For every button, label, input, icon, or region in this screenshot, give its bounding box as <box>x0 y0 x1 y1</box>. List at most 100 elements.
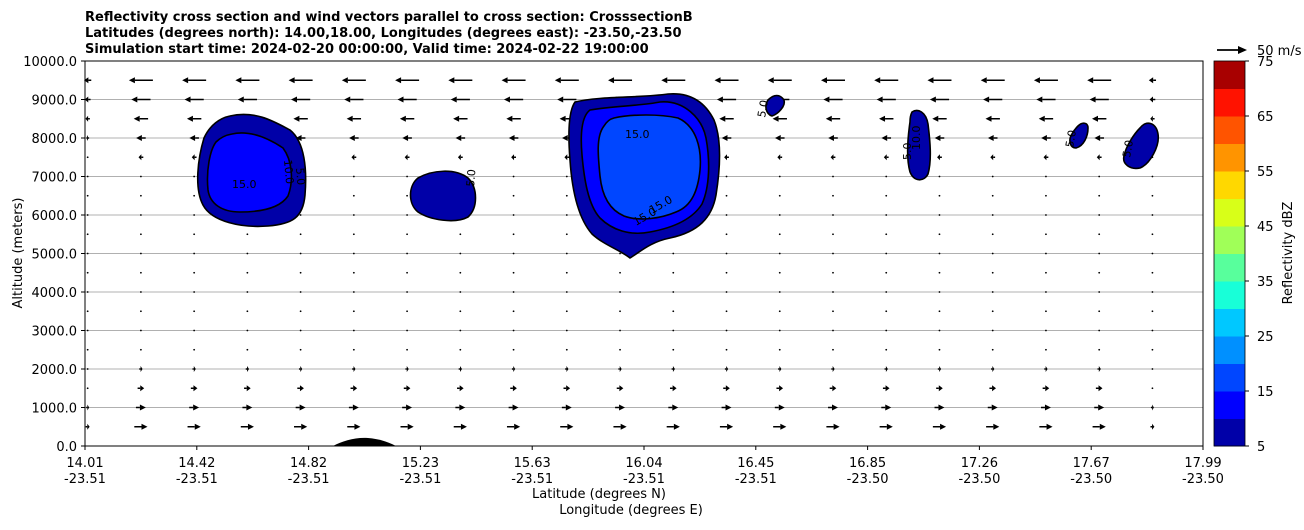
wind-vector <box>724 154 729 161</box>
wind-vector <box>193 214 196 216</box>
x-axis-label-longitude: Longitude (degrees E) <box>559 503 703 518</box>
wind-vector <box>240 423 254 430</box>
wind-vector <box>832 214 834 216</box>
wind-vector <box>1043 154 1049 161</box>
wind-vector <box>776 385 784 392</box>
x-tick-label-lon: -23.51 <box>623 472 665 487</box>
wind-vector <box>299 271 302 274</box>
wind-vector <box>453 115 468 122</box>
wind-vector <box>459 233 462 236</box>
colorbar-segment <box>1214 363 1245 392</box>
wind-vector <box>616 385 624 392</box>
wind-vector <box>450 96 470 103</box>
wind-vector <box>937 154 942 161</box>
wind-vector <box>244 385 251 392</box>
wind-vector <box>881 404 892 411</box>
x-tick-label-lat: 15.63 <box>514 456 551 471</box>
x-axis-label-latitude: Latitude (degrees N) <box>532 487 666 502</box>
wind-vector <box>820 77 845 84</box>
wind-vector <box>991 291 994 293</box>
wind-vector <box>235 77 260 84</box>
wind-vector <box>299 233 302 236</box>
wind-vector <box>619 348 621 351</box>
wind-vector <box>191 154 197 161</box>
wind-vector <box>294 423 308 430</box>
wind-vector <box>295 404 306 411</box>
wind-vector <box>565 291 568 293</box>
wind-vector <box>397 96 417 103</box>
wind-vector <box>991 194 994 197</box>
wind-vector <box>885 348 888 351</box>
wind-vector <box>1045 271 1047 274</box>
wind-vector <box>1098 252 1101 255</box>
colorbar-label: Reflectivity dBZ <box>1281 202 1296 305</box>
wind-vector <box>932 115 947 122</box>
wind-vector <box>406 233 408 236</box>
wind-vector <box>1045 310 1047 313</box>
echo-cell-3 <box>568 93 721 259</box>
wind-vector <box>140 310 142 313</box>
wind-vector <box>672 252 675 255</box>
wind-vector <box>506 423 521 430</box>
wind-vector <box>352 233 355 236</box>
wind-vector <box>608 77 633 84</box>
wind-vector <box>403 385 411 392</box>
wind-vector <box>406 194 408 197</box>
wind-vector <box>554 77 579 84</box>
wind-vector <box>459 310 462 313</box>
wind-vector <box>139 366 143 372</box>
wind-vector <box>885 252 888 255</box>
wind-vector <box>193 175 196 178</box>
wind-vector <box>193 252 196 255</box>
wind-vector <box>929 96 950 103</box>
wind-vector <box>563 385 571 392</box>
colorbar-segment <box>1214 418 1245 447</box>
wind-vector <box>1096 154 1102 161</box>
wind-vector <box>983 96 1003 103</box>
wind-vector <box>565 348 568 351</box>
x-tick-label-lat: 16.45 <box>737 456 774 471</box>
wind-vector <box>511 154 516 161</box>
wind-vector <box>932 423 947 430</box>
wind-vector <box>778 252 781 255</box>
wind-vector <box>830 154 836 161</box>
wind-vector <box>823 96 843 103</box>
contour-label-c7: 5.0 <box>1120 139 1136 158</box>
wind-vector <box>1150 115 1155 122</box>
wind-vector <box>140 271 142 274</box>
wind-vector <box>193 310 196 313</box>
wind-vector <box>938 310 941 313</box>
wind-vector <box>1151 252 1154 255</box>
wind-vector <box>1089 96 1109 103</box>
y-tick-label: 6000.0 <box>32 209 78 224</box>
wind-vector <box>938 329 941 332</box>
x-tick-label-lon: -23.50 <box>1182 472 1224 487</box>
colorbar-segment <box>1214 308 1245 337</box>
wind-vector <box>140 291 142 293</box>
wind-vector <box>987 135 998 141</box>
wind-vector <box>135 404 146 411</box>
wind-vector <box>1045 214 1047 216</box>
wind-vector <box>193 348 196 351</box>
colorbar-tick-label: 65 <box>1257 110 1274 125</box>
wind-vector <box>832 252 834 255</box>
colorbar-segment <box>1214 226 1245 254</box>
wind-vector <box>348 404 359 411</box>
wind-vector <box>615 404 625 411</box>
wind-vector <box>832 175 834 178</box>
wind-vector <box>406 310 408 313</box>
wind-vector <box>193 233 196 236</box>
wind-vector <box>193 291 196 293</box>
wind-vector <box>406 291 408 293</box>
wind-vector <box>352 291 355 293</box>
colorbar-tick-label: 35 <box>1257 275 1274 290</box>
wind-vector <box>459 252 462 255</box>
y-tick-label: 10000.0 <box>23 55 77 70</box>
wind-vector <box>565 329 568 332</box>
x-tick-label-lon: -23.51 <box>176 472 218 487</box>
wind-vector <box>84 77 92 84</box>
wind-vector <box>774 404 785 411</box>
wind-vector <box>84 96 91 103</box>
x-tick-label-lat: 17.99 <box>1184 456 1221 471</box>
wind-vector <box>938 252 941 255</box>
